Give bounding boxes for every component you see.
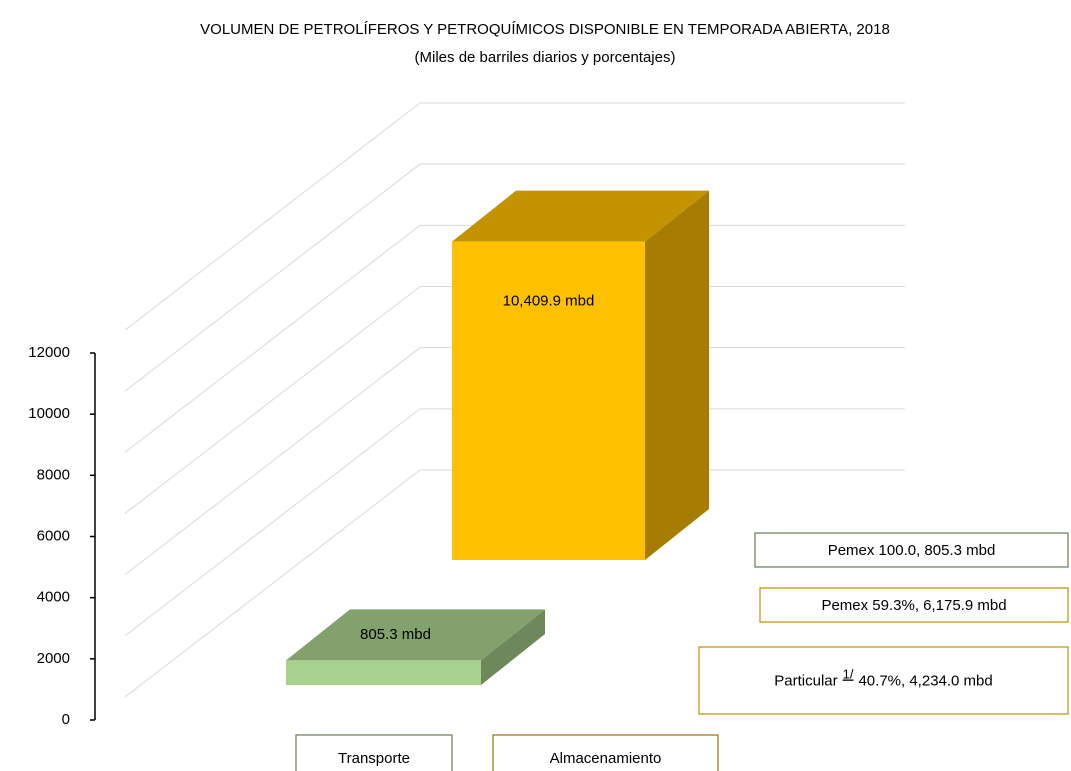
y-tick-label: 8000 — [37, 466, 70, 483]
annotation-box — [754, 532, 1069, 568]
grid-line — [124, 408, 905, 637]
value-label: 805.3 mbd — [360, 626, 431, 643]
grid-line — [124, 102, 905, 331]
value-label: 10,409.9 mbd — [503, 293, 595, 310]
chart-subtitle: (Miles de barriles diarios y porcentajes… — [415, 49, 676, 66]
x-tick-label: Transporte — [338, 750, 410, 767]
category-box — [295, 734, 453, 771]
x-tick-label: Almacenamiento — [550, 750, 662, 767]
grid-line — [124, 469, 905, 698]
annotation-text: Pemex 100.0, 805.3 mbd — [828, 542, 996, 559]
chart-title: VOLUMEN DE PETROLÍFEROS Y PETROQUÍMICOS … — [200, 21, 890, 38]
bar-front — [286, 660, 481, 685]
annotation: Particular 1/40.7%, 4,234.0 mbd — [774, 667, 992, 690]
y-tick-label: 0 — [62, 711, 70, 728]
annotation: Pemex 100.0, 805.3 mbd — [828, 542, 996, 559]
grid-line — [124, 286, 905, 514]
bar — [452, 190, 709, 560]
annotation-box — [698, 646, 1069, 715]
bar-front — [452, 241, 645, 560]
grid-line — [124, 224, 905, 453]
bar-top — [452, 190, 709, 242]
annotation-text: Particular — [774, 672, 837, 689]
bar — [286, 609, 545, 685]
bar-side — [481, 609, 545, 685]
category-box — [492, 734, 719, 771]
y-tick-label: 10000 — [28, 405, 70, 422]
y-tick-label: 6000 — [37, 527, 70, 544]
bar-top — [286, 609, 545, 661]
annotation-detail: 40.7%, 4,234.0 mbd — [858, 672, 992, 689]
grid-line — [124, 163, 905, 392]
y-tick-label: 4000 — [37, 589, 70, 606]
annotation-box — [759, 587, 1069, 623]
annotation-text: Pemex 59.3%, 6,175.9 mbd — [821, 597, 1006, 614]
y-tick-label: 12000 — [28, 344, 70, 361]
grid-line — [124, 347, 905, 576]
y-tick-label: 2000 — [37, 650, 70, 667]
bar-side — [645, 190, 709, 560]
annotation-note: 1/ — [843, 667, 854, 682]
annotation: Pemex 59.3%, 6,175.9 mbd — [821, 597, 1006, 614]
